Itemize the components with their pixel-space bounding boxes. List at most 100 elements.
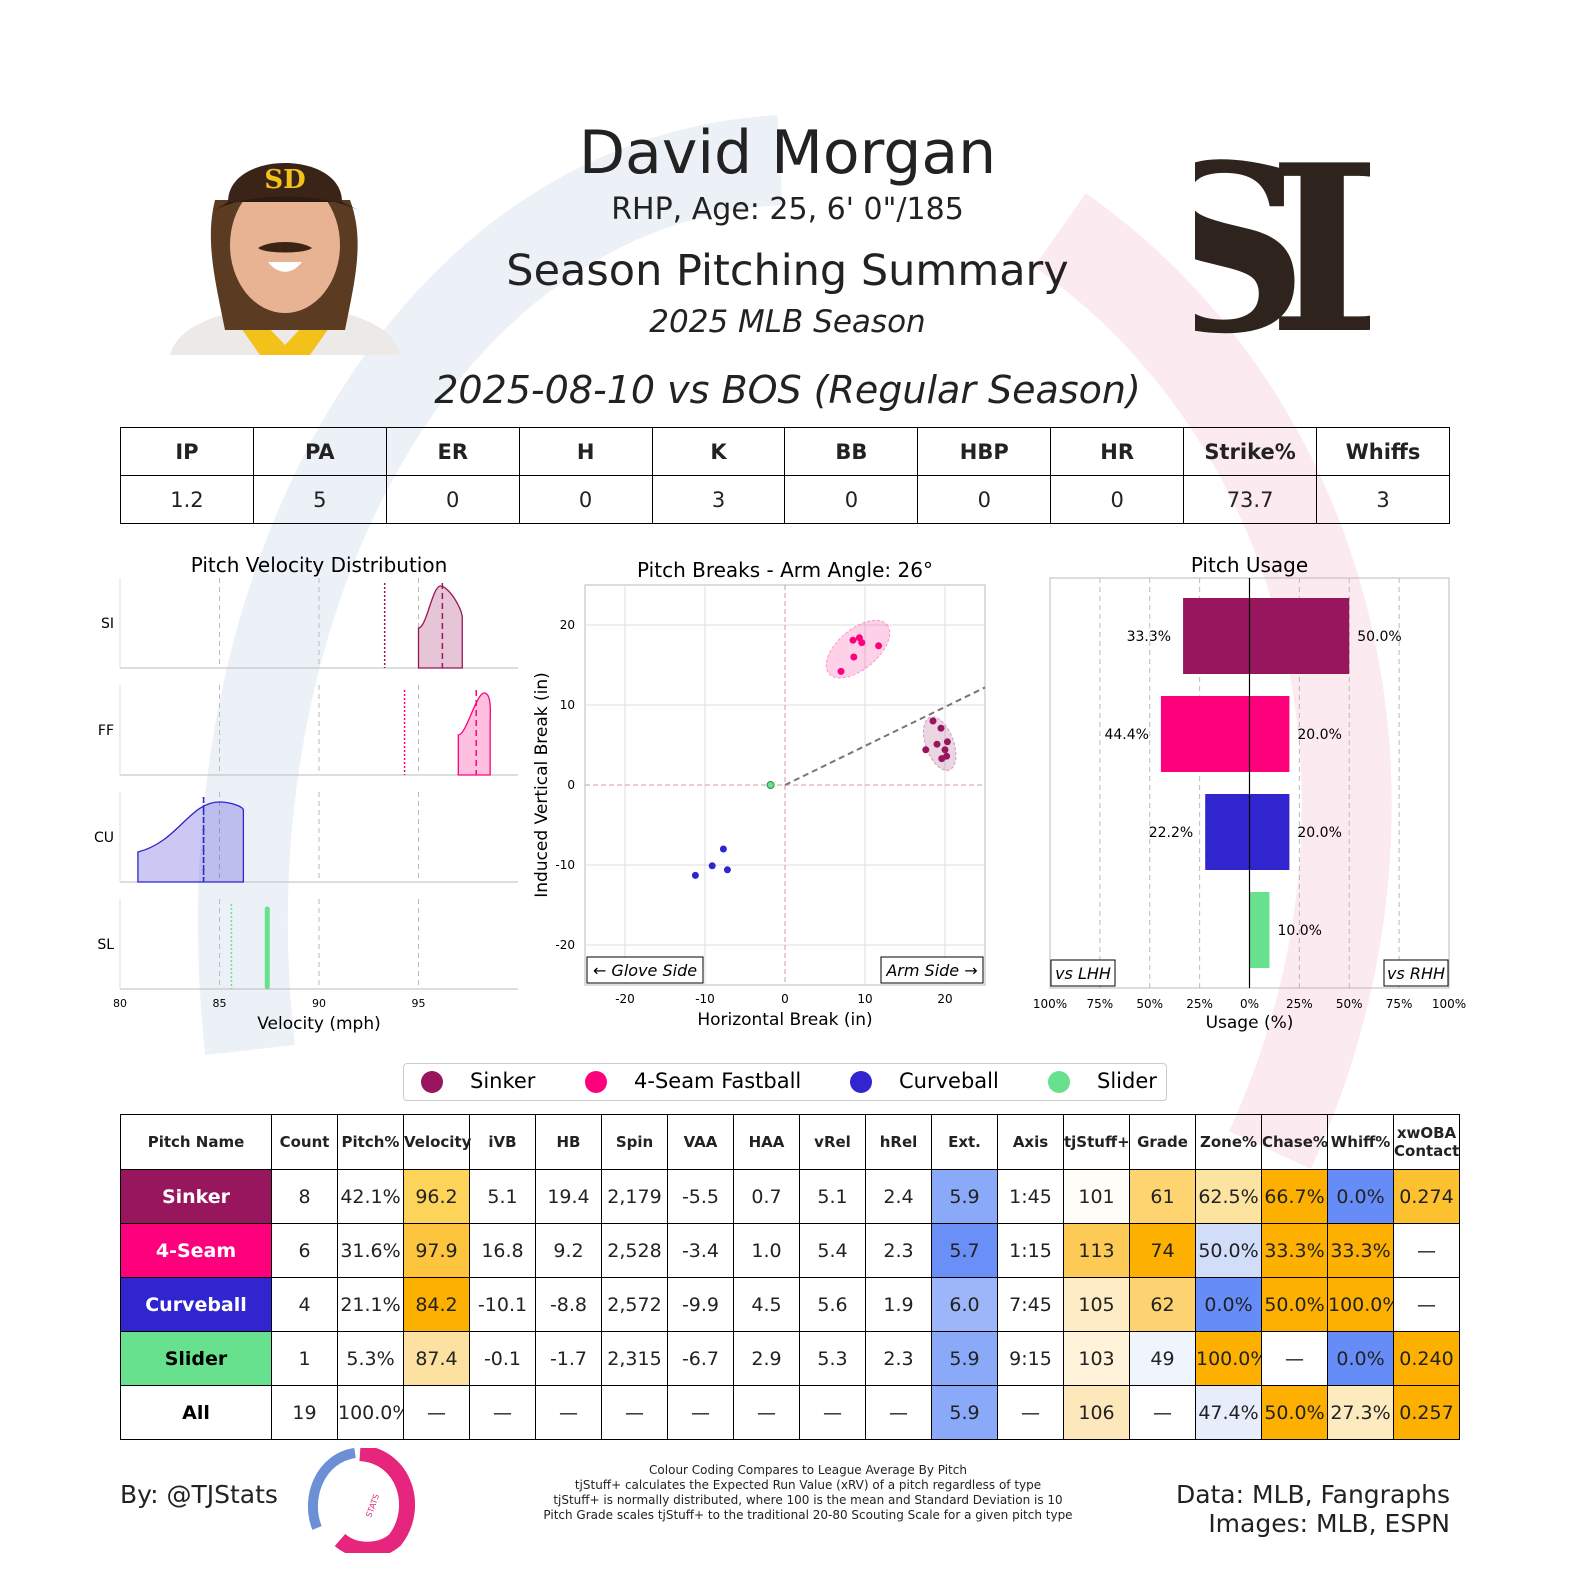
svg-text:Slider: Slider: [1097, 1069, 1157, 1093]
svg-text:SD: SD: [1195, 130, 1370, 350]
summary-title: Season Pitching Summary: [506, 246, 1069, 296]
break-x-tick: -20: [615, 992, 635, 1006]
pitch-table-cell: 0.274: [1393, 1169, 1460, 1224]
linescore-header: Strike%: [1183, 427, 1318, 476]
pitch-table-cell: 5.1: [799, 1169, 866, 1224]
svg-text:4-Seam Fastball: 4-Seam Fastball: [634, 1069, 801, 1093]
break-point-curveball: [708, 862, 716, 870]
break-point-sinker: [943, 738, 951, 746]
pitch-table-cell: 61: [1129, 1169, 1196, 1224]
break-point-fourseam: [850, 653, 858, 661]
pitch-table-header: xwOBA Contact: [1393, 1114, 1460, 1170]
break-point-fourseam: [875, 642, 883, 650]
usage-label-rhh: 50.0%: [1357, 629, 1401, 645]
pitch-table-cell: -6.7: [667, 1331, 734, 1386]
linescore-header: H: [518, 427, 653, 476]
pitch-table-header: Velocity: [403, 1114, 471, 1170]
pitch-table-cell: —: [1393, 1223, 1460, 1278]
pitch-table-cell: 5.1: [469, 1169, 536, 1224]
legend-item-sinker: Sinker: [421, 1069, 536, 1093]
pitch-table-cell: —: [1129, 1385, 1196, 1440]
break-point-curveball: [719, 845, 727, 853]
usage-label-rhh: 10.0%: [1277, 923, 1321, 939]
velocity-row-label: SI: [101, 616, 114, 632]
pitch-table-cell: —: [601, 1385, 668, 1440]
break-cluster-fourseam: [825, 619, 891, 679]
break-x-tick: -10: [695, 992, 715, 1006]
pitch-table-cell: 1: [271, 1331, 338, 1386]
player-bio: RHP, Age: 25, 6' 0"/185: [611, 192, 964, 227]
pitch-table-cell: 31.6%: [337, 1223, 404, 1278]
pitch-table-cell: 9.2: [535, 1223, 602, 1278]
linescore-value: 1.2: [120, 475, 254, 524]
pitch-table-cell: 0.0%: [1327, 1331, 1394, 1386]
usage-bar-rhh-curveball: [1249, 794, 1290, 870]
footnote-line: tjStuff+ is normally distributed, where …: [553, 1493, 1063, 1507]
legend-item-slider: Slider: [1048, 1069, 1157, 1093]
pitch-metrics-table: Pitch Name Count Pitch% Velocity iVB HB Spin VA…: [120, 1114, 1460, 1440]
break-point-sinker: [937, 724, 945, 732]
pitch-usage-chart: Pitch Usage 33.3% 50.0% 44.4% 20.0% 22.2% 20.0…: [1033, 553, 1466, 1033]
usage-tick-label: 75%: [1386, 997, 1413, 1011]
break-point-sinker: [929, 717, 937, 725]
velocity-tick-label: 95: [412, 997, 426, 1010]
pitch-table-cell: 5.9: [931, 1169, 998, 1224]
pitch-table-cell: 1.9: [865, 1277, 932, 1332]
pitch-table-header: Axis: [997, 1114, 1064, 1170]
cap-logo: SD: [264, 165, 305, 195]
pitch-table-cell: 16.8: [469, 1223, 536, 1278]
linescore-value: 5: [252, 475, 387, 524]
pitch-table-header: Pitch Name: [120, 1114, 272, 1170]
pitch-table-cell: —: [1261, 1331, 1328, 1386]
footnote-line: Pitch Grade scales tjStuff+ to the tradi…: [543, 1508, 1073, 1522]
usage-tick-label: 100%: [1432, 997, 1466, 1011]
usage-tick-label: 25%: [1286, 997, 1313, 1011]
break-point-sinker: [943, 752, 951, 760]
velocity-x-label: Velocity (mph): [257, 1014, 380, 1034]
linescore-table: IP PA ER H K BB HBP HR Strike% Whiffs 1.2 5 0 0 3 0 0 0 7…: [120, 427, 1450, 524]
pitch-table-cell: 49: [1129, 1331, 1196, 1386]
pitch-table-cell: 5.9: [931, 1331, 998, 1386]
usage-tick-label: 50%: [1336, 997, 1363, 1011]
pitch-table-cell: 103: [1063, 1331, 1130, 1386]
pitch-table-cell: —: [403, 1385, 470, 1440]
velocity-row-label: CU: [94, 830, 114, 846]
pitch-table-cell: -9.9: [667, 1277, 734, 1332]
pitch-table-cell: —: [469, 1385, 536, 1440]
pitch-table-cell: —: [799, 1385, 866, 1440]
pitch-table-cell: -5.5: [667, 1169, 734, 1224]
linescore-header: ER: [385, 427, 520, 476]
pitch-table-header: hRel: [865, 1114, 932, 1170]
pitch-table-header: Ext.: [931, 1114, 998, 1170]
pitch-table-cell: 5.4: [799, 1223, 866, 1278]
usage-label-rhh: 20.0%: [1297, 825, 1341, 841]
pitch-table-header: VAA: [667, 1114, 734, 1170]
pitch-table-cell: 0.0%: [1327, 1169, 1394, 1224]
pitch-table-header: iVB: [469, 1114, 536, 1170]
pitch-table-cell: 50.0%: [1261, 1385, 1328, 1440]
legend-item-fourseam: 4-Seam Fastball: [585, 1069, 801, 1093]
player-headshot: SD: [170, 163, 400, 355]
pitch-table-cell: 2,528: [601, 1223, 668, 1278]
usage-label-lhh: 33.3%: [1127, 629, 1171, 645]
usage-x-label: Usage (%): [1206, 1013, 1294, 1033]
pitch-table-cell: 19.4: [535, 1169, 602, 1224]
velocity-row-label: FF: [98, 723, 114, 739]
pitch-table-header: tjStuff+: [1063, 1114, 1130, 1170]
footnote-line: Colour Coding Compares to League Average…: [649, 1463, 967, 1477]
pitch-name-cell: Sinker: [120, 1169, 272, 1224]
pitch-table-cell: 0.257: [1393, 1385, 1460, 1440]
linescore-header: K: [651, 427, 786, 476]
break-y-tick: -20: [555, 938, 575, 952]
pitch-table-cell: -3.4: [667, 1223, 734, 1278]
pitch-table-cell: 5.6: [799, 1277, 866, 1332]
player-name: David Morgan: [578, 118, 997, 188]
game-label: 2025-08-10 vs BOS (Regular Season): [434, 368, 1141, 412]
pitch-table-cell: 5.3%: [337, 1331, 404, 1386]
usage-bar-rhh-sinker: [1249, 598, 1350, 674]
pitch-table-cell: 100.0%: [1327, 1277, 1394, 1332]
pitch-table-cell: 0.240: [1393, 1331, 1460, 1386]
break-y-label: Induced Vertical Break (in): [532, 672, 552, 898]
pitch-table-row: All 19 100.0% — — — — — — — —5.9—106—47.4% 50.0% 27.…: [120, 1385, 1460, 1440]
pitch-table-cell: 1.0: [733, 1223, 800, 1278]
